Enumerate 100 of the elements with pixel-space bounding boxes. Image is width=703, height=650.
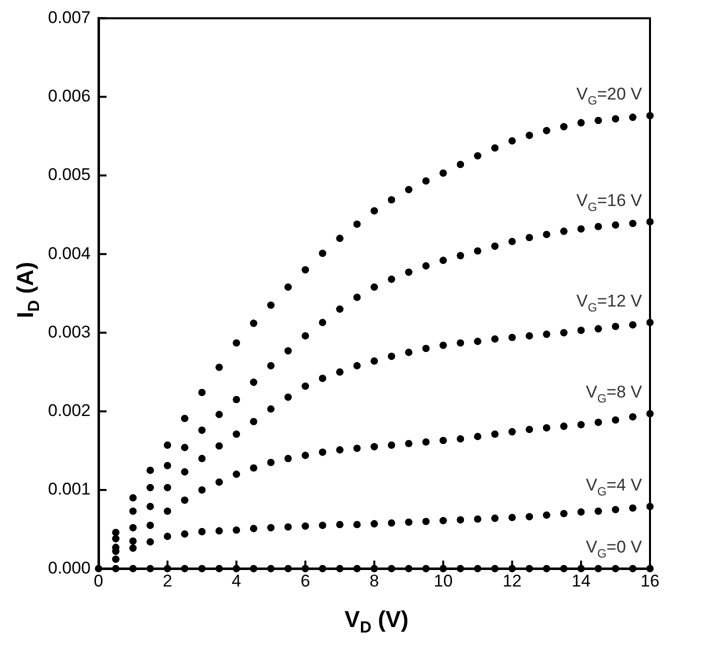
point — [146, 522, 154, 529]
point — [612, 115, 620, 122]
point — [284, 394, 292, 401]
point — [405, 440, 412, 448]
point — [302, 332, 309, 340]
point — [146, 484, 154, 492]
point — [146, 565, 154, 572]
point — [508, 334, 516, 342]
point — [526, 513, 533, 520]
point — [491, 242, 499, 250]
point — [508, 238, 516, 246]
point — [370, 520, 378, 528]
point — [422, 262, 430, 270]
point — [491, 514, 499, 522]
point — [164, 508, 172, 515]
point — [146, 502, 154, 510]
point — [318, 448, 326, 456]
point — [612, 506, 620, 514]
point — [353, 294, 361, 301]
point — [284, 347, 292, 354]
point — [284, 284, 292, 291]
x-tick-label: 4 — [232, 571, 242, 590]
point — [112, 535, 120, 542]
point — [560, 228, 568, 235]
point — [405, 186, 412, 194]
point — [456, 565, 464, 572]
x-tick-label: 0 — [94, 571, 104, 590]
point — [216, 565, 223, 572]
point — [353, 565, 361, 572]
point — [629, 114, 636, 121]
point — [164, 442, 172, 449]
point — [164, 462, 172, 470]
point — [646, 318, 654, 326]
point — [232, 470, 240, 478]
point — [526, 426, 533, 434]
y-tick-label: 0.006 — [48, 86, 91, 106]
point — [543, 127, 550, 134]
point — [388, 442, 396, 449]
point — [353, 520, 361, 528]
x-tick-label: 10 — [434, 571, 453, 590]
point — [405, 268, 412, 276]
point — [577, 326, 585, 334]
point — [198, 486, 206, 494]
point — [491, 335, 499, 343]
point — [440, 436, 447, 444]
point — [440, 170, 447, 177]
point — [646, 502, 654, 510]
point — [560, 329, 568, 336]
point — [302, 452, 309, 459]
point — [440, 256, 447, 264]
point — [594, 325, 602, 332]
point — [474, 515, 482, 523]
point — [353, 444, 361, 452]
point — [543, 512, 550, 519]
point — [232, 430, 240, 438]
point — [560, 422, 568, 430]
point — [181, 530, 188, 538]
point — [440, 517, 447, 524]
point — [232, 565, 240, 572]
point — [543, 330, 550, 338]
y-tick-label: 0.005 — [48, 165, 91, 184]
point — [491, 144, 499, 152]
point — [302, 382, 309, 390]
point — [508, 565, 516, 572]
point — [370, 565, 378, 572]
point — [216, 527, 223, 534]
point — [388, 276, 396, 283]
point — [629, 321, 636, 328]
point — [336, 234, 344, 242]
point — [577, 119, 585, 126]
point — [629, 565, 636, 572]
point — [594, 565, 602, 572]
point — [216, 442, 223, 450]
point — [577, 508, 585, 516]
point — [422, 344, 430, 352]
x-tick-label: 14 — [572, 571, 591, 590]
point — [164, 532, 172, 540]
point — [267, 524, 274, 532]
point — [388, 196, 396, 204]
point — [267, 362, 274, 370]
point — [94, 565, 102, 572]
point — [422, 565, 430, 572]
point — [181, 468, 188, 476]
point — [284, 565, 292, 572]
point — [250, 418, 258, 426]
point — [216, 478, 223, 486]
point — [422, 518, 430, 526]
point — [491, 430, 499, 438]
point — [146, 466, 154, 474]
point — [508, 428, 516, 436]
point — [526, 234, 533, 242]
point — [612, 322, 620, 330]
point — [577, 225, 585, 233]
point — [129, 494, 137, 502]
x-tick-label: 2 — [162, 571, 172, 590]
point — [456, 516, 464, 524]
point — [456, 435, 464, 442]
y-tick-label: 0.003 — [48, 322, 91, 342]
point — [267, 302, 274, 309]
point — [198, 565, 206, 572]
